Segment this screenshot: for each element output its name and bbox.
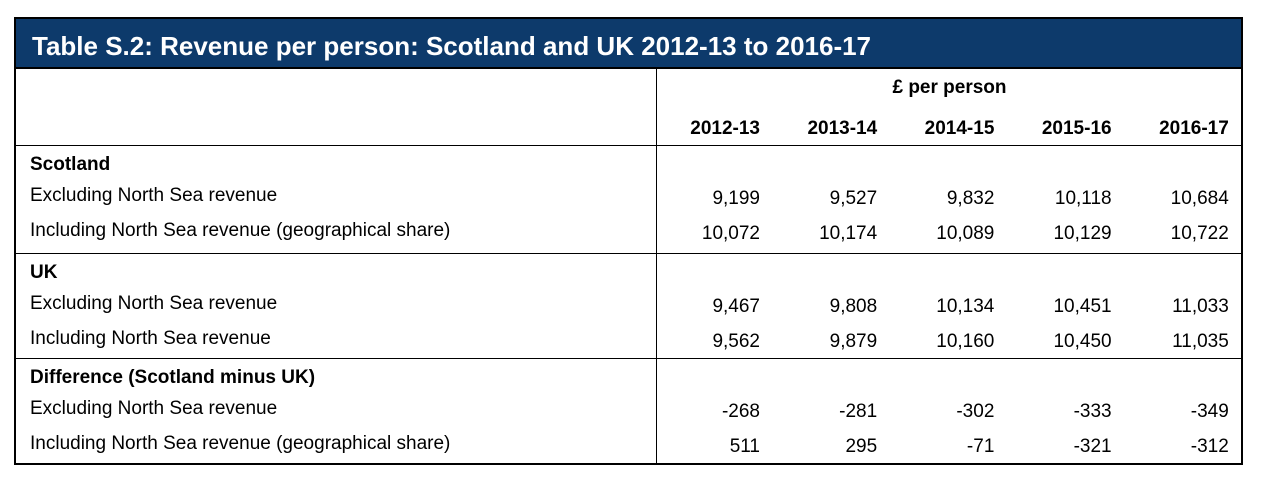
cell-value: 10,089 <box>936 223 995 244</box>
row-divider <box>14 253 1243 254</box>
table-title: Table S.2: Revenue per person: Scotland … <box>14 17 1243 69</box>
unit-label: £ per person <box>892 77 1007 98</box>
cell-value: 11,033 <box>1172 296 1229 317</box>
cell-value: 9,832 <box>946 188 995 209</box>
cell-value: -268 <box>721 401 760 422</box>
row-label: Excluding North Sea revenue <box>30 185 278 206</box>
border <box>14 67 16 465</box>
cell-value: 10,072 <box>701 223 760 244</box>
row-label: Excluding North Sea revenue <box>30 398 278 419</box>
section-heading: Difference (Scotland minus UK) <box>30 367 316 388</box>
section-heading: UK <box>30 262 58 283</box>
cell-value: 9,467 <box>712 296 760 317</box>
cell-value: 10,450 <box>1053 331 1112 352</box>
cell-value: 10,722 <box>1170 223 1229 244</box>
cell-value: 10,129 <box>1053 223 1112 244</box>
cell-value: -71 <box>966 436 995 457</box>
cell-value: 295 <box>845 436 878 457</box>
cell-value: 10,451 <box>1053 296 1112 317</box>
cell-value: 9,199 <box>712 188 760 209</box>
cell-value: -281 <box>839 401 878 422</box>
column-divider <box>656 67 657 464</box>
row-label: Including North Sea revenue (geographica… <box>30 433 451 454</box>
column-header: 2012-13 <box>690 118 760 139</box>
cell-value: 9,879 <box>829 331 878 352</box>
cell-value: 10,134 <box>936 296 995 317</box>
cell-value: -312 <box>1190 436 1229 457</box>
column-header: 2014-15 <box>924 118 995 139</box>
column-header: 2016-17 <box>1159 118 1229 139</box>
cell-value: 10,118 <box>1054 188 1112 209</box>
cell-value: -302 <box>956 401 995 422</box>
cell-value: -321 <box>1073 436 1112 457</box>
cell-value: 9,562 <box>712 331 760 352</box>
row-label: Including North Sea revenue (geographica… <box>30 220 451 241</box>
cell-value: -333 <box>1073 401 1112 422</box>
row-label: Excluding North Sea revenue <box>30 293 278 314</box>
row-divider <box>14 358 1243 359</box>
cell-value: 9,527 <box>829 188 878 209</box>
cell-value: 10,174 <box>819 223 878 244</box>
border <box>14 463 1243 465</box>
border <box>1241 67 1243 465</box>
cell-value: 511 <box>729 436 760 457</box>
row-divider <box>14 145 1243 146</box>
cell-value: 9,808 <box>829 296 878 317</box>
row-label: Including North Sea revenue <box>30 328 271 349</box>
cell-value: 11,035 <box>1172 331 1229 352</box>
cell-value: -349 <box>1190 401 1229 422</box>
column-header: 2013-14 <box>807 118 878 139</box>
cell-value: 10,160 <box>936 331 995 352</box>
column-header: 2015-16 <box>1041 118 1112 139</box>
section-heading: Scotland <box>30 154 111 175</box>
cell-value: 10,684 <box>1170 188 1229 209</box>
